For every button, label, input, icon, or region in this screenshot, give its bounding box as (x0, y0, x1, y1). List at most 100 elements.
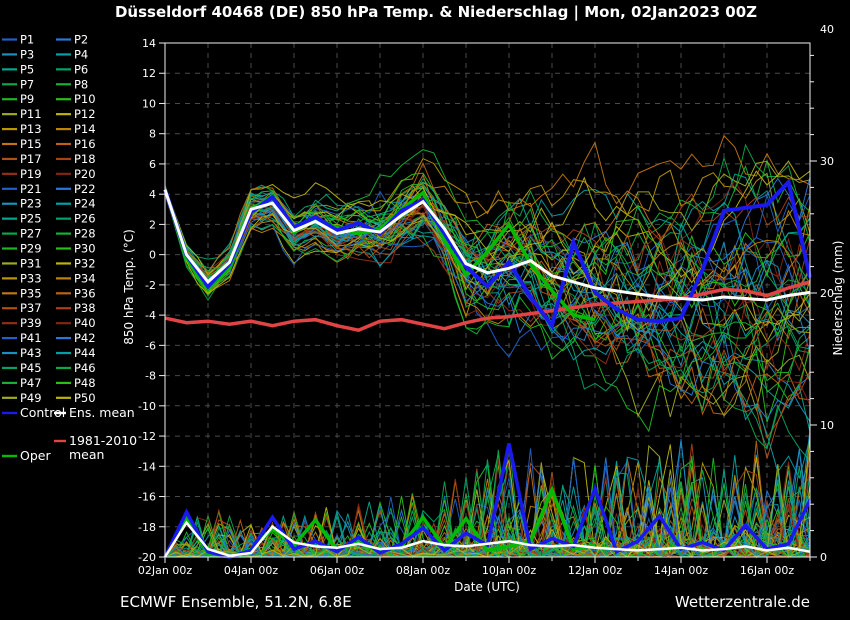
legend-member-label: P2 (74, 33, 88, 47)
control-precip-line (163, 443, 812, 559)
y-right-tick-label: 0 (820, 551, 827, 564)
y-left-tick-label: -16 (138, 491, 156, 504)
y-left-tick-label: -8 (145, 370, 156, 383)
legend-clim-mean-label-line2: mean (69, 447, 104, 462)
legend-member-label: P3 (20, 47, 34, 61)
legend-member-label: P1 (20, 33, 34, 47)
y-left-tick-label: 14 (142, 37, 156, 50)
y-left-tick-label: 12 (142, 67, 156, 80)
y-left-tick-label: -20 (138, 551, 156, 564)
legend-member-label: P13 (20, 122, 42, 136)
x-tick-label: 10Jan 00z (482, 564, 536, 577)
y-left-tick-label: 2 (149, 218, 156, 231)
legend-member-label: P14 (74, 122, 96, 136)
y-left-tick-label: 4 (149, 188, 156, 201)
legend-member-label: P32 (74, 256, 96, 270)
legend-member-label: P33 (20, 271, 42, 285)
y-left-tick-label: -2 (145, 279, 156, 292)
legend-member-label: P27 (20, 227, 42, 241)
x-tick-label: 16Jan 00z (740, 564, 794, 577)
legend-member-label: P38 (74, 301, 96, 315)
control-temp-line (163, 178, 812, 331)
legend-member-label: P36 (74, 286, 96, 300)
legend-member-label: P18 (74, 152, 96, 166)
legend-member-label: P31 (20, 256, 42, 270)
y-left-tick-label: 0 (149, 249, 156, 262)
legend-member-label: P25 (20, 212, 42, 226)
y-left-tick-label: 10 (142, 97, 156, 110)
y-left-tick-label: 8 (149, 128, 156, 141)
ensemble-member-temp-line (164, 161, 811, 416)
ensemble-member-temp-line (164, 182, 811, 286)
legend-member-label: P42 (74, 331, 96, 345)
y-left-tick-label: -14 (138, 460, 156, 473)
legend-member-label: P7 (20, 77, 34, 91)
legend-member-label: P43 (20, 346, 42, 360)
legend-member-label: P5 (20, 62, 34, 76)
clim-mean-temp-line (164, 280, 811, 333)
ensemble-member-temp-line (164, 176, 811, 343)
legend-member-label: P26 (74, 212, 96, 226)
x-tick-label: 14Jan 00z (654, 564, 708, 577)
legend-member-label: P23 (20, 197, 42, 211)
legend-member-label: P28 (74, 227, 96, 241)
legend-member-label: P40 (74, 316, 96, 330)
y-right-tick-label: 30 (820, 155, 834, 168)
x-tick-label: 08Jan 00z (396, 564, 450, 577)
legend-clim-mean-label: 1981-2010 (69, 433, 137, 448)
legend-member-label: P21 (20, 182, 42, 196)
y-right-tick-label: 40 (820, 23, 834, 36)
legend-member-label: P48 (74, 376, 96, 390)
footer-model-info: ECMWF Ensemble, 51.2N, 6.8E (120, 593, 352, 611)
ensemble-member-temp-line (164, 187, 811, 334)
ensemble-member-temp-line (164, 192, 811, 450)
legend-member-label: P34 (74, 271, 96, 285)
legend-member-label: P47 (20, 376, 42, 390)
legend-member-label: P37 (20, 301, 42, 315)
legend-member-label: P24 (74, 197, 96, 211)
legend-member-label: P6 (74, 62, 88, 76)
y-right-tick-label: 10 (820, 419, 834, 432)
legend-member-label: P45 (20, 361, 42, 375)
y-axis-left-label: 850 hPa Temp. (°C) (122, 229, 136, 345)
legend-ens-mean-label: Ens. mean (69, 405, 135, 420)
legend-member-label: P44 (74, 346, 96, 360)
legend-member-label: P20 (74, 167, 96, 181)
y-left-tick-label: -4 (145, 309, 156, 322)
legend-member-label: P12 (74, 107, 96, 121)
highlighted-series (163, 178, 812, 559)
legend-member-label: P11 (20, 107, 42, 121)
y-left-tick-label: 6 (149, 158, 156, 171)
legend-member-label: P39 (20, 316, 42, 330)
legend-member-label: P29 (20, 242, 42, 256)
legend-member-label: P22 (74, 182, 96, 196)
legend-member-label: P41 (20, 331, 42, 345)
y-left-tick-label: -18 (138, 521, 156, 534)
legend-member-label: P50 (74, 391, 96, 405)
legend-member-label: P15 (20, 137, 42, 151)
x-tick-label: 06Jan 00z (310, 564, 364, 577)
legend-member-label: P46 (74, 361, 96, 375)
x-tick-label: 12Jan 00z (568, 564, 622, 577)
legend-member-label: P35 (20, 286, 42, 300)
x-tick-label: 04Jan 00z (224, 564, 278, 577)
y-axis-right-label: Niederschlag (mm) (831, 241, 845, 356)
plot-frame (164, 42, 811, 558)
legend-oper-label: Oper (20, 448, 51, 463)
legend-member-label: P8 (74, 77, 88, 91)
legend-member-label: P49 (20, 391, 42, 405)
y-right-tick-label: 20 (820, 287, 834, 300)
ens-mean-temp-line (163, 189, 811, 302)
legend-member-label: P16 (74, 137, 96, 151)
legend-member-label: P30 (74, 242, 96, 256)
legend-member-label: P19 (20, 167, 42, 181)
legend-member-label: P17 (20, 152, 42, 166)
footer-brand: Wetterzentrale.de (675, 593, 810, 611)
x-tick-label: 02Jan 00z (138, 564, 192, 577)
legend-member-label: P10 (74, 92, 96, 106)
ensemble-member-temp-line (164, 141, 811, 290)
axes-ticks-labels: 14121086420-2-4-6-8-10-12-14-16-18-20403… (138, 23, 834, 577)
